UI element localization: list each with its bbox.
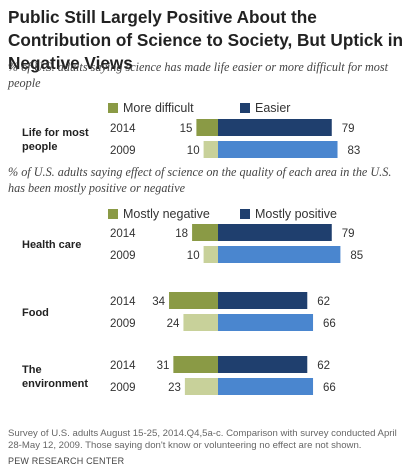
bar-negative [184,378,218,395]
bar-positive [218,119,332,136]
group-label: Life for most [22,127,89,139]
group-label: Health care [22,239,81,251]
bar-negative [173,356,218,373]
chart-subtitle-1: % of U.S. adults saying science has made… [8,60,389,90]
year-label: 2009 [110,145,136,157]
value-label-positive: 85 [350,250,363,262]
value-label-positive: 66 [323,318,336,330]
bar-positive [218,246,341,263]
bar-negative [192,224,218,241]
value-label-positive: 62 [317,296,330,308]
value-label-negative: 18 [175,228,188,240]
year-label: 2014 [110,360,136,372]
legend-label-negative: Mostly negative [123,207,210,221]
bar-negative [183,314,218,331]
value-label-positive: 83 [348,145,361,157]
year-label: 2014 [110,228,136,240]
bar-positive [218,292,308,309]
value-label-positive: 62 [317,360,330,372]
value-label-negative: 23 [168,382,181,394]
year-label: 2009 [110,382,136,394]
value-label-negative: 34 [152,296,165,308]
bar-positive [218,224,332,241]
legend-swatch-positive [240,209,250,219]
bar-negative [203,246,218,263]
value-label-positive: 79 [342,228,355,240]
survey-note: Survey of U.S. adults August 15-25, 2014… [8,428,397,451]
year-label: 2009 [110,318,136,330]
chart-title: Public Still Largely Positive About the … [8,7,404,73]
legend-swatch-positive [240,103,250,113]
legend-label-negative: More difficult [123,101,194,115]
value-label-positive: 66 [323,382,336,394]
legend-swatch-negative [108,103,118,113]
legend-label-positive: Easier [255,101,290,115]
chart-subtitle-2: % of U.S. adults saying effect of scienc… [8,165,392,195]
bar-positive [218,314,314,331]
year-label: 2014 [110,123,136,135]
value-label-negative: 15 [180,123,193,135]
year-label: 2014 [110,296,136,308]
group-label: people [22,141,57,153]
bar-negative [196,119,218,136]
bar-negative [169,292,218,309]
year-label: 2009 [110,250,136,262]
legend-swatch-negative [108,209,118,219]
source-credit: PEW RESEARCH CENTER [8,456,125,466]
legend-label-positive: Mostly positive [255,207,337,221]
value-label-positive: 79 [342,123,355,135]
value-label-negative: 10 [187,145,200,157]
bar-positive [218,378,314,395]
value-label-negative: 31 [157,360,170,372]
group-label: The [22,364,42,376]
bar-positive [218,141,338,158]
value-label-negative: 24 [167,318,180,330]
bar-positive [218,356,308,373]
group-label: environment [22,378,88,390]
bar-negative [203,141,218,158]
value-label-negative: 10 [187,250,200,262]
group-label: Food [22,307,49,319]
